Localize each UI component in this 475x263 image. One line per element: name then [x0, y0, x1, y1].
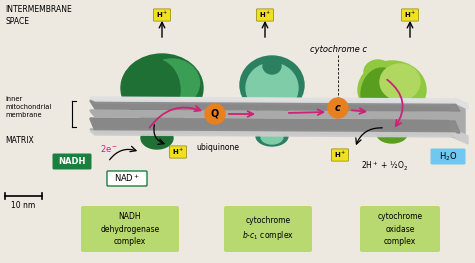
- Text: 2H$^+$ + ½O$_2$: 2H$^+$ + ½O$_2$: [361, 160, 408, 173]
- Text: inner
mitochondrial
membrane: inner mitochondrial membrane: [5, 96, 51, 118]
- Polygon shape: [455, 130, 468, 144]
- Ellipse shape: [240, 56, 304, 114]
- Circle shape: [328, 98, 348, 118]
- FancyBboxPatch shape: [53, 154, 92, 169]
- FancyBboxPatch shape: [332, 149, 349, 161]
- Text: NADH
dehydrogenase
complex: NADH dehydrogenase complex: [100, 212, 160, 246]
- Ellipse shape: [358, 61, 426, 119]
- Polygon shape: [90, 97, 460, 103]
- Polygon shape: [90, 131, 460, 137]
- Polygon shape: [90, 101, 460, 111]
- Polygon shape: [90, 98, 460, 103]
- FancyBboxPatch shape: [81, 206, 179, 252]
- Text: c: c: [335, 103, 341, 113]
- Ellipse shape: [377, 125, 407, 143]
- FancyBboxPatch shape: [153, 9, 171, 21]
- Polygon shape: [90, 118, 460, 132]
- Ellipse shape: [261, 130, 283, 144]
- Text: NADH: NADH: [58, 157, 86, 166]
- Ellipse shape: [121, 54, 203, 122]
- FancyBboxPatch shape: [401, 9, 418, 21]
- Text: cytochrome
$b$-$c_1$ complex: cytochrome $b$-$c_1$ complex: [242, 216, 294, 242]
- Polygon shape: [90, 111, 460, 119]
- Polygon shape: [90, 100, 460, 110]
- Text: H$^+$: H$^+$: [156, 10, 168, 20]
- Ellipse shape: [141, 127, 173, 149]
- Circle shape: [205, 104, 225, 124]
- Text: H$^+$: H$^+$: [259, 10, 271, 20]
- Text: Q: Q: [211, 109, 219, 119]
- Polygon shape: [90, 100, 460, 105]
- FancyBboxPatch shape: [107, 171, 147, 186]
- FancyBboxPatch shape: [430, 149, 466, 164]
- FancyBboxPatch shape: [224, 206, 312, 252]
- Ellipse shape: [256, 126, 288, 146]
- Text: INTERMEMBRANE
SPACE: INTERMEMBRANE SPACE: [5, 5, 72, 26]
- Text: H$^+$: H$^+$: [334, 150, 346, 160]
- Text: cytochrome
oxidase
complex: cytochrome oxidase complex: [378, 212, 423, 246]
- Polygon shape: [90, 119, 460, 133]
- Text: 10 nm: 10 nm: [11, 201, 35, 210]
- Text: NAD$^+$: NAD$^+$: [114, 173, 140, 184]
- Polygon shape: [90, 129, 460, 135]
- FancyBboxPatch shape: [360, 206, 440, 252]
- Polygon shape: [455, 98, 468, 109]
- Ellipse shape: [380, 64, 420, 100]
- Ellipse shape: [364, 60, 392, 84]
- FancyBboxPatch shape: [170, 146, 187, 158]
- FancyBboxPatch shape: [256, 9, 274, 21]
- Polygon shape: [90, 110, 460, 118]
- Text: H$^+$: H$^+$: [404, 10, 416, 20]
- Text: H$^+$: H$^+$: [172, 147, 184, 157]
- Ellipse shape: [128, 59, 180, 121]
- Text: 2e$^-$: 2e$^-$: [100, 143, 118, 154]
- Text: H$_2$O: H$_2$O: [439, 150, 457, 163]
- Ellipse shape: [263, 58, 281, 74]
- Ellipse shape: [361, 68, 403, 122]
- Ellipse shape: [246, 63, 298, 113]
- Text: ubiquinone: ubiquinone: [197, 143, 239, 152]
- Ellipse shape: [144, 59, 200, 107]
- Text: cytochrome c: cytochrome c: [310, 45, 367, 54]
- Polygon shape: [450, 102, 465, 142]
- Text: MATRIX: MATRIX: [5, 136, 34, 145]
